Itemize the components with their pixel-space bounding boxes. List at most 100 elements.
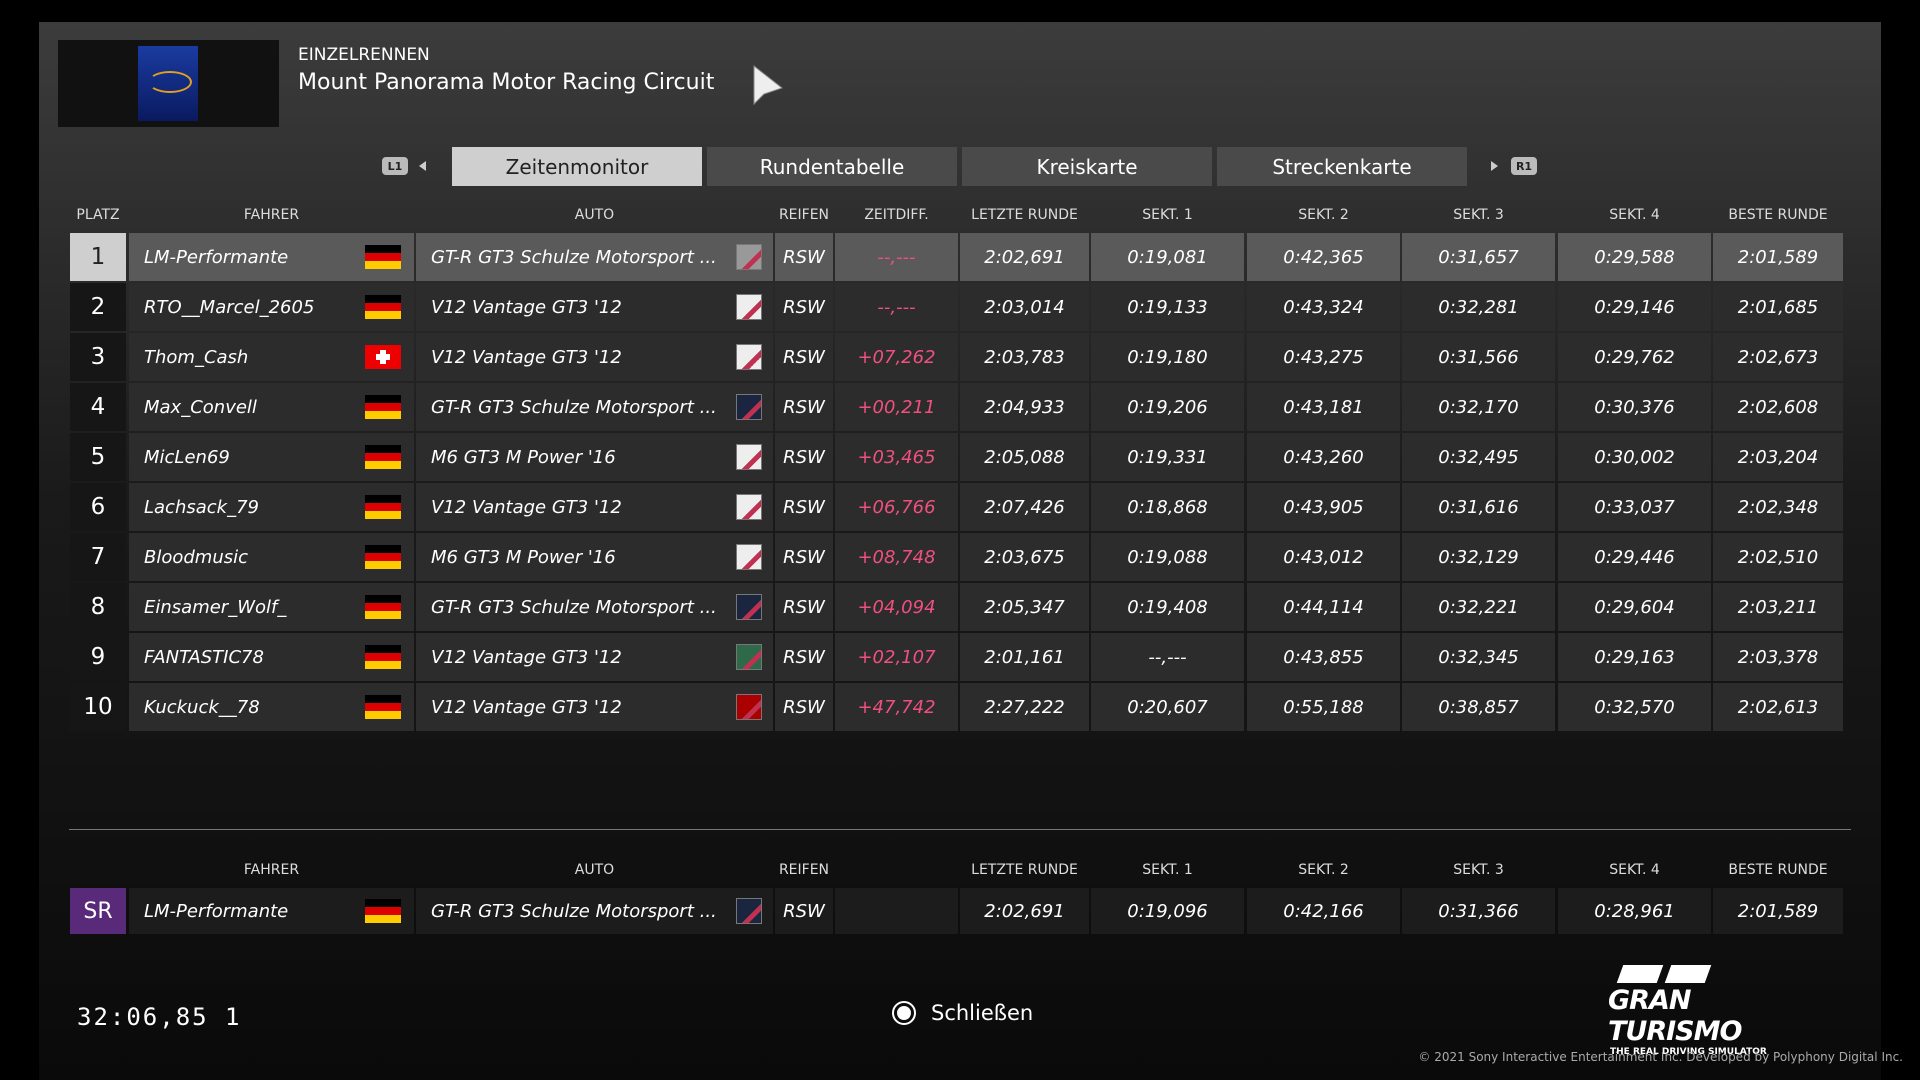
tab[interactable]: Zeitenmonitor — [452, 147, 702, 186]
table-cell: 2:27,222 — [960, 683, 1089, 731]
table-cell: V12 Vantage GT3 '12 — [416, 283, 773, 331]
tab[interactable]: Streckenkarte — [1217, 147, 1467, 186]
table-cell: 0:55,188 — [1247, 683, 1400, 731]
table-cell: 7 — [70, 533, 126, 581]
table-cell: 0:29,163 — [1558, 633, 1711, 681]
table-cell: 2:05,088 — [960, 433, 1089, 481]
table-cell: +02,107 — [835, 633, 958, 681]
arrow — [419, 161, 426, 171]
table-cell: 8 — [70, 583, 126, 631]
flag — [365, 295, 401, 319]
player-cell: 0:42,166 — [1247, 888, 1400, 934]
column-header: FAHRER — [243, 207, 300, 223]
flag — [365, 345, 401, 369]
tab[interactable]: Kreiskarte — [962, 147, 1212, 186]
column-header: LETZTE RUNDE — [971, 207, 1078, 223]
close-button[interactable]: Schließen — [891, 1000, 1033, 1026]
table-cell: 0:29,446 — [1558, 533, 1711, 581]
car-icon — [736, 444, 762, 470]
shoulder-button[interactable]: L1 — [382, 157, 408, 175]
table-cell: 3 — [70, 333, 126, 381]
table-cell: 2:03,014 — [960, 283, 1089, 331]
table-cell: LM-Performante — [129, 233, 414, 281]
table-cell: V12 Vantage GT3 '12 — [416, 683, 773, 731]
divider — [69, 829, 1851, 830]
logo-subtitle: THE REAL DRIVING SIMULATOR — [1610, 1047, 1767, 1057]
table-cell: 2:02,608 — [1713, 383, 1843, 431]
track-title: Mount Panorama Motor Racing Circuit — [298, 70, 715, 95]
column-header: SEKT. 2 — [1298, 207, 1349, 223]
table-cell: +03,465 — [835, 433, 958, 481]
table-cell: 10 — [70, 683, 126, 731]
table-cell: GT-R GT3 Schulze Motorsport ... — [416, 233, 773, 281]
flag — [365, 245, 401, 269]
table-cell: GT-R GT3 Schulze Motorsport ... — [416, 583, 773, 631]
table-cell: 0:32,221 — [1402, 583, 1555, 631]
table-cell: 0:38,857 — [1402, 683, 1555, 731]
table-cell: 9 — [70, 633, 126, 681]
player-cell: RSW — [775, 888, 833, 934]
table-cell: RSW — [775, 483, 833, 531]
column-header: SEKT. 2 — [1298, 862, 1349, 878]
table-cell: 0:32,129 — [1402, 533, 1555, 581]
table-cell: 0:19,408 — [1091, 583, 1244, 631]
table-cell: GT-R GT3 Schulze Motorsport ... — [416, 383, 773, 431]
player-cell: 2:02,691 — [960, 888, 1089, 934]
player-cell: 0:19,096 — [1091, 888, 1244, 934]
table-cell: 0:32,495 — [1402, 433, 1555, 481]
table-cell: RSW — [775, 633, 833, 681]
table-cell: 0:29,146 — [1558, 283, 1711, 331]
table-cell: 0:31,566 — [1402, 333, 1555, 381]
car-icon — [736, 644, 762, 670]
table-cell: RSW — [775, 533, 833, 581]
column-header: SEKT. 3 — [1453, 207, 1504, 223]
circle-icon — [892, 1001, 916, 1025]
table-cell: RSW — [775, 233, 833, 281]
tab[interactable]: Rundentabelle — [707, 147, 957, 186]
table-cell: 0:43,260 — [1247, 433, 1400, 481]
table-cell: 0:18,868 — [1091, 483, 1244, 531]
car-icon — [736, 594, 762, 620]
copyright: © 2021 Sony Interactive Entertainment In… — [1418, 1050, 1903, 1064]
car-icon — [736, 494, 762, 520]
table-cell: 2:03,675 — [960, 533, 1089, 581]
table-cell: 0:31,616 — [1402, 483, 1555, 531]
table-cell: 0:29,588 — [1558, 233, 1711, 281]
car-icon — [736, 898, 762, 924]
table-cell: V12 Vantage GT3 '12 — [416, 333, 773, 381]
table-cell: 2:04,933 — [960, 383, 1089, 431]
car-icon — [736, 244, 762, 270]
table-cell: RSW — [775, 383, 833, 431]
table-cell: 0:33,037 — [1558, 483, 1711, 531]
player-cell: GT-R GT3 Schulze Motorsport ... — [416, 888, 773, 934]
column-header: BESTE RUNDE — [1728, 862, 1828, 878]
column-header: BESTE RUNDE — [1728, 207, 1828, 223]
table-cell: 0:30,376 — [1558, 383, 1711, 431]
table-cell: 0:32,281 — [1402, 283, 1555, 331]
logo: GRAN TURISMO THE REAL DRIVING SIMULATOR — [1608, 965, 1798, 1057]
empty-cell — [835, 888, 958, 934]
player-cell: 0:31,366 — [1402, 888, 1555, 934]
column-header: FAHRER — [243, 862, 300, 878]
table-cell: 2:02,673 — [1713, 333, 1843, 381]
table-cell: 0:43,012 — [1247, 533, 1400, 581]
flag — [365, 899, 401, 923]
column-header: SEKT. 4 — [1609, 862, 1660, 878]
table-cell: 0:32,570 — [1558, 683, 1711, 731]
table-cell: +08,748 — [835, 533, 958, 581]
shoulder-button[interactable]: R1 — [1511, 157, 1537, 175]
arrow — [1491, 161, 1498, 171]
table-cell: 1 — [70, 233, 126, 281]
track-thumbnail — [58, 40, 279, 127]
table-cell: 2:01,161 — [960, 633, 1089, 681]
table-cell: 0:32,345 — [1402, 633, 1555, 681]
table-cell: --,--- — [1091, 633, 1244, 681]
column-header: LETZTE RUNDE — [971, 862, 1078, 878]
table-cell: +00,211 — [835, 383, 958, 431]
table-cell: 0:20,607 — [1091, 683, 1244, 731]
flag — [365, 695, 401, 719]
table-cell: RSW — [775, 683, 833, 731]
table-cell: 0:43,324 — [1247, 283, 1400, 331]
table-cell: 0:29,604 — [1558, 583, 1711, 631]
